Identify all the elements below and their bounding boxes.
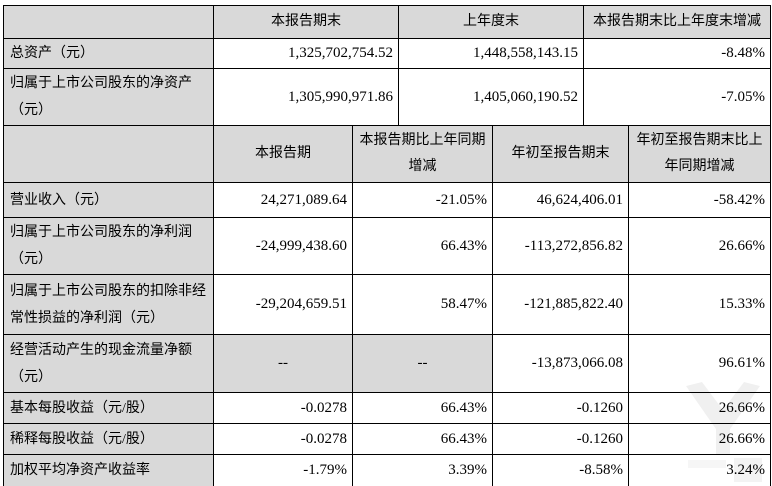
balance-data-table: 本报告期末 上年度末 本报告期末比上年度末增减 总资产（元） 1,325,702…	[3, 5, 771, 126]
cell-value: 66.43%	[352, 392, 493, 424]
table-row-weighted-avg-roe: 加权平均净资产收益率 -1.79% 3.39% -8.58% 3.24%	[3, 454, 771, 486]
cell-value: 3.39%	[352, 454, 493, 486]
cell-value: -0.0278	[213, 392, 353, 424]
row-label: 归属于上市公司股东的扣除非经 常性损益的净利润（元）	[3, 274, 214, 335]
cell-value: -58.42%	[628, 182, 771, 218]
cell-value-na: --	[213, 334, 353, 393]
cell-value: -21.05%	[352, 182, 493, 218]
cell-value: 26.66%	[628, 392, 771, 424]
row-label: 基本每股收益（元/股）	[3, 392, 214, 424]
cell-value: -1.79%	[213, 454, 353, 486]
cell-value: -0.0278	[213, 423, 353, 455]
cell-value: 66.43%	[352, 217, 493, 275]
row-label: 稀释每股收益（元/股）	[3, 423, 214, 455]
table-row-net-assets: 归属于上市公司股东的净资产 （元） 1,305,990,971.86 1,405…	[3, 68, 771, 126]
cell-value-na: --	[352, 334, 493, 393]
table-row-operating-cash-flow: 经营活动产生的现金流量净额 （元） -- -- -13,873,066.08 9…	[3, 334, 771, 393]
cell-value: -8.48%	[583, 38, 771, 69]
cell-value: -29,204,659.51	[213, 274, 353, 335]
cell-value: -0.1260	[492, 423, 629, 455]
cell-value: 46,624,406.01	[492, 182, 629, 218]
table-row-total-assets: 总资产（元） 1,325,702,754.52 1,448,558,143.15…	[3, 38, 771, 69]
cell-value: 1,325,702,754.52	[213, 38, 399, 69]
cell-value: -24,999,438.60	[213, 217, 353, 275]
cell-value: 26.66%	[628, 423, 771, 455]
cell-value: 1,448,558,143.15	[398, 38, 584, 69]
row-label: 经营活动产生的现金流量净额 （元）	[3, 334, 214, 393]
header-cell-prior-year-end: 上年度末	[398, 5, 584, 39]
period-data-table: 本报告期 本报告期比上年同期 增减 年初至报告期末 年初至报告期末比上 年同期增…	[3, 125, 771, 486]
row-label: 总资产（元）	[3, 38, 214, 69]
key-financials-tables: 本报告期末 上年度末 本报告期末比上年度末增减 总资产（元） 1,325,702…	[3, 5, 771, 486]
row-label: 加权平均净资产收益率	[3, 454, 214, 486]
row-label: 营业收入（元）	[3, 182, 214, 218]
table-row-revenue: 营业收入（元） 24,271,089.64 -21.05% 46,624,406…	[3, 182, 771, 218]
cell-value: 1,405,060,190.52	[398, 68, 584, 126]
header-cell-empty	[3, 5, 214, 39]
table-header-row: 本报告期末 上年度末 本报告期末比上年度末增减	[3, 5, 771, 39]
header-cell-ytd-change: 年初至报告期末比上 年同期增减	[628, 125, 771, 183]
table-header-row: 本报告期 本报告期比上年同期 增减 年初至报告期末 年初至报告期末比上 年同期增…	[3, 125, 771, 183]
cell-value: -13,873,066.08	[492, 334, 629, 393]
table-row-net-profit: 归属于上市公司股东的净利润 （元） -24,999,438.60 66.43% …	[3, 217, 771, 275]
header-cell-period-end: 本报告期末	[213, 5, 399, 39]
cell-value: -0.1260	[492, 392, 629, 424]
row-label: 归属于上市公司股东的净资产 （元）	[3, 68, 214, 126]
cell-value: 96.61%	[628, 334, 771, 393]
row-label: 归属于上市公司股东的净利润 （元）	[3, 217, 214, 275]
header-cell-yoy-change: 本报告期比上年同期 增减	[352, 125, 493, 183]
cell-value: 15.33%	[628, 274, 771, 335]
cell-value: -113,272,856.82	[492, 217, 629, 275]
table-row-diluted-eps: 稀释每股收益（元/股） -0.0278 66.43% -0.1260 26.66…	[3, 423, 771, 455]
cell-value: -7.05%	[583, 68, 771, 126]
header-cell-empty	[3, 125, 214, 183]
cell-value: 26.66%	[628, 217, 771, 275]
cell-value: 3.24%	[628, 454, 771, 486]
cell-value: -8.58%	[492, 454, 629, 486]
cell-value: 58.47%	[352, 274, 493, 335]
header-cell-this-period: 本报告期	[213, 125, 353, 183]
cell-value: 24,271,089.64	[213, 182, 353, 218]
cell-value: 1,305,990,971.86	[213, 68, 399, 126]
cell-value: 66.43%	[352, 423, 493, 455]
table-row-basic-eps: 基本每股收益（元/股） -0.0278 66.43% -0.1260 26.66…	[3, 392, 771, 424]
header-cell-change: 本报告期末比上年度末增减	[583, 5, 771, 39]
header-cell-ytd: 年初至报告期末	[492, 125, 629, 183]
cell-value: -121,885,822.40	[492, 274, 629, 335]
table-row-net-profit-excl-nonrecurring: 归属于上市公司股东的扣除非经 常性损益的净利润（元） -29,204,659.5…	[3, 274, 771, 335]
